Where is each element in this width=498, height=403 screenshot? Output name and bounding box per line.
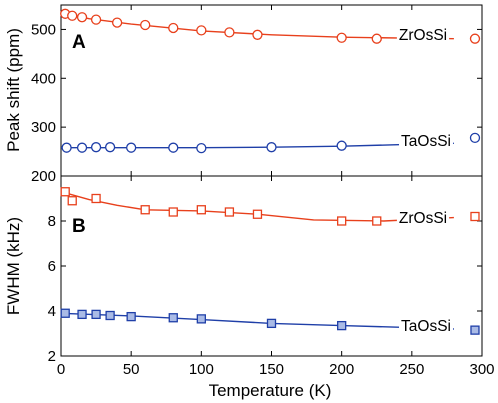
- y-tick-label: 400: [31, 70, 56, 87]
- data-point: [266, 318, 277, 329]
- data-point: [77, 309, 87, 320]
- y-tick-label: 2: [48, 348, 56, 365]
- y-tick-label: 500: [31, 21, 56, 38]
- x-axis-label: Temperature (K): [209, 381, 332, 400]
- series-label-background: [399, 133, 453, 150]
- y-tick-label: 4: [48, 303, 56, 320]
- data-point: [168, 142, 179, 153]
- data-point: [105, 310, 115, 321]
- data-point: [91, 193, 101, 204]
- series-label-background: [396, 27, 450, 44]
- data-point: [372, 216, 382, 226]
- data-point: [168, 207, 178, 217]
- panel-label: B: [72, 216, 86, 237]
- x-tick-label: 100: [189, 361, 214, 378]
- x-tick-label: 300: [469, 361, 494, 378]
- data-point: [224, 207, 235, 217]
- y-axis-label: Peak shift (ppm): [4, 28, 23, 152]
- y-axis-label: FWHM (kHz): [4, 217, 23, 315]
- data-point: [61, 142, 72, 153]
- data-point: [470, 325, 480, 335]
- series-label-zrossi: ZrOsSi: [399, 210, 447, 227]
- data-point: [140, 205, 150, 215]
- panel-label: A: [72, 32, 86, 53]
- series-label-taossi: TaOsSi: [401, 318, 451, 335]
- data-point: [196, 143, 207, 154]
- fit-line-taossi: [60, 312, 454, 330]
- panel-a-peak-shift: 200 300 400 500 Peak shift (ppm) A ZrOsSi TaOsS…: [4, 4, 483, 185]
- data-point: [76, 142, 88, 153]
- data-point: [196, 205, 206, 215]
- x-tick-label: 250: [399, 361, 424, 378]
- data-point: [266, 142, 277, 153]
- data-point: [111, 17, 123, 28]
- data-point: [90, 142, 102, 153]
- fit-line-taossi: [61, 142, 454, 149]
- data-point: [168, 22, 179, 34]
- data-point: [91, 309, 101, 320]
- data-point: [90, 14, 102, 25]
- series-label-background: [399, 318, 453, 335]
- data-point: [470, 211, 480, 222]
- x-tick-label: 200: [329, 361, 354, 378]
- data-point: [196, 314, 206, 324]
- data-point: [469, 33, 481, 44]
- data-point: [126, 311, 136, 322]
- x-tick-label: 50: [123, 361, 140, 378]
- data-point: [126, 142, 137, 153]
- data-point: [60, 187, 70, 197]
- data-point: [336, 32, 347, 43]
- series-label-taossi: TaOsSi: [401, 133, 451, 150]
- data-point: [371, 33, 382, 44]
- data-point: [196, 25, 207, 36]
- data-point: [469, 132, 481, 144]
- y-tick-label: 200: [31, 168, 56, 185]
- y-tick-label: 6: [48, 258, 56, 275]
- data-point: [337, 320, 347, 331]
- data-point: [67, 10, 78, 21]
- data-point: [336, 140, 347, 151]
- x-tick-label: 0: [57, 361, 65, 378]
- data-point: [67, 196, 77, 206]
- data-point: [252, 209, 263, 219]
- y-tick-label: 8: [48, 213, 56, 230]
- y-tick-label: 300: [31, 119, 56, 136]
- data-point: [168, 313, 178, 323]
- data-point: [60, 308, 70, 318]
- data-point: [252, 29, 263, 40]
- data-point: [224, 27, 235, 38]
- data-point: [337, 216, 347, 226]
- data-point: [104, 142, 116, 153]
- series-label-zrossi: ZrOsSi: [399, 27, 447, 44]
- panel-b-fwhm: 2 4 6 8 0 50 100 150 200 250 300 FWHM (kHz) B ZrOsSi T…: [4, 175, 495, 378]
- data-point: [140, 19, 151, 31]
- data-point: [76, 12, 88, 23]
- series-label-background: [396, 210, 450, 227]
- x-tick-label: 150: [259, 361, 284, 378]
